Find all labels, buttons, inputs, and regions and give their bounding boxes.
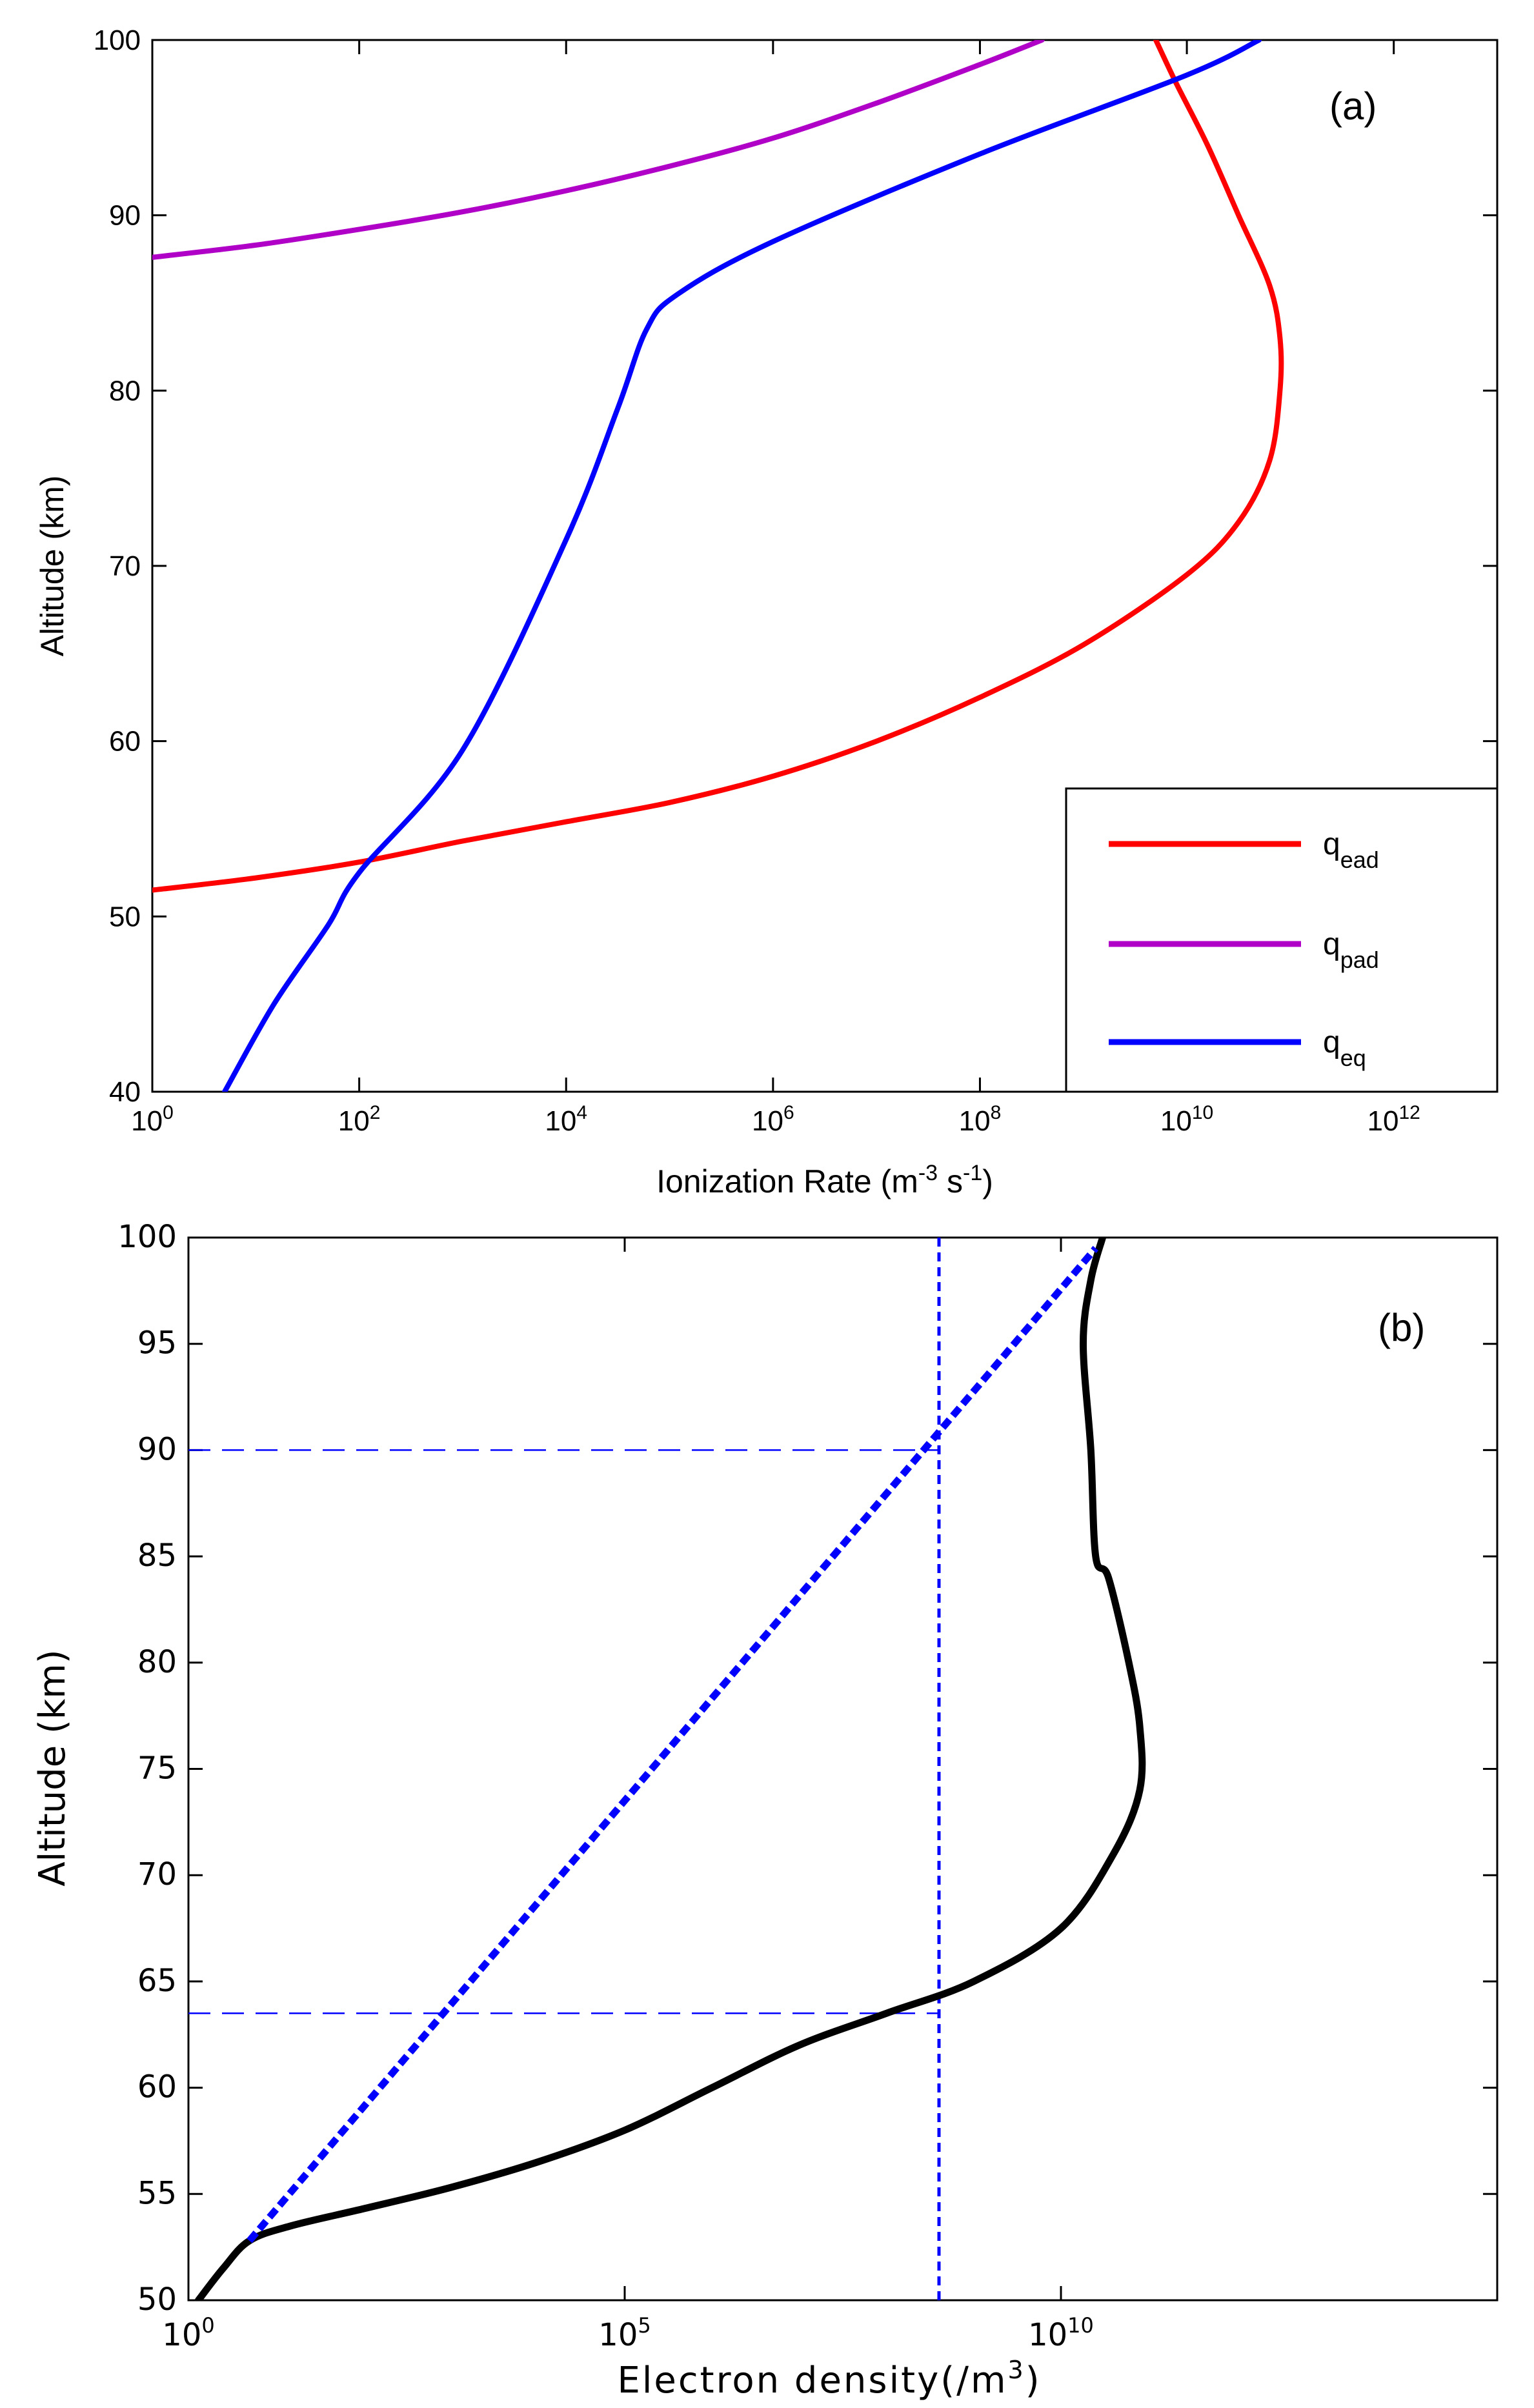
x-tick-label: 1010	[1028, 2313, 1094, 2353]
panel-b-ticks: 100 105 1010 50 55 60 65 70 75 80 85 90 95 100	[117, 1219, 1497, 2353]
x-label-end: )	[982, 1163, 993, 1199]
panel-b-x-axis-label: Electron density(/m3)	[617, 2356, 1041, 2402]
y-tick-label: 60	[137, 2069, 177, 2105]
x-label-exp1: -3	[918, 1161, 938, 1185]
y-tick-label: 65	[137, 1963, 177, 1999]
y-tick-label: 70	[109, 550, 141, 582]
y-tick-label: 100	[117, 1219, 177, 1255]
series-line-electron-density	[194, 1238, 1146, 2300]
y-tick-label: 95	[137, 1325, 177, 1361]
panel-a: 100 102 104 106 108 1010 1012 40 50 60 70 80 90 100 (…	[34, 25, 1499, 1199]
x-label-end: )	[1025, 2360, 1042, 2402]
series-line-q-ead	[152, 40, 1284, 893]
panel-a-ticks: 100 102 104 106 108 1010 1012 40 50 60 70 80 90 100	[94, 25, 1497, 1137]
series-line-q-eq	[222, 40, 1262, 1092]
series-line-q-pad	[152, 40, 1045, 260]
panel-a-x-axis-label: Ionization Rate (m-3 s-1)	[656, 1161, 993, 1199]
y-tick-label: 100	[94, 25, 141, 56]
y-tick-label: 70	[137, 1856, 177, 1892]
x-tick-label: 100	[162, 2313, 214, 2353]
panel-b-y-axis-label: Altitude (km)	[32, 1649, 74, 1886]
y-tick-label: 80	[109, 375, 141, 406]
y-tick-label: 90	[137, 1431, 177, 1467]
x-label-exp2: -1	[963, 1161, 982, 1185]
legend-label-q-pad: qpad	[1323, 927, 1379, 973]
y-tick-label: 75	[137, 1751, 177, 1787]
y-tick-label: 40	[109, 1076, 141, 1108]
legend-box	[1065, 787, 1499, 1093]
y-tick-label: 50	[109, 901, 141, 932]
y-tick-label: 50	[137, 2282, 177, 2318]
x-tick-label: 106	[752, 1102, 794, 1137]
x-tick-label: 105	[598, 2313, 651, 2353]
panel-a-label: (a)	[1329, 85, 1377, 128]
x-tick-label: 1012	[1367, 1102, 1420, 1137]
legend-label-q-eq: qeq	[1323, 1025, 1366, 1071]
y-tick-label: 55	[137, 2175, 177, 2211]
y-tick-label: 90	[109, 200, 141, 232]
x-tick-label: 100	[131, 1102, 174, 1137]
x-label-main: Ionization Rate (m	[656, 1163, 918, 1199]
panel-a-plot-area	[152, 40, 1284, 1092]
panel-b-label: (b)	[1378, 1306, 1425, 1349]
panel-b-plot-area	[188, 1238, 1146, 2300]
x-label-mid: s	[938, 1163, 963, 1199]
panel-b: 100 105 1010 50 55 60 65 70 75 80 85 90 95 100 (b) Al…	[32, 1219, 1499, 2402]
x-label-main: Electron density(/m	[617, 2360, 1007, 2402]
panel-a-y-axis-label: Altitude (km)	[34, 476, 70, 657]
series-line-reference-line	[247, 1245, 1098, 2243]
y-tick-label: 80	[137, 1644, 177, 1680]
legend-label-q-ead: qead	[1323, 827, 1379, 873]
y-tick-label: 85	[137, 1538, 177, 1574]
x-tick-label: 102	[338, 1102, 381, 1137]
y-tick-label: 60	[109, 726, 141, 758]
x-tick-label: 108	[959, 1102, 1002, 1137]
x-label-exp: 3	[1008, 2356, 1025, 2384]
x-tick-label: 1010	[1160, 1102, 1213, 1137]
x-tick-label: 104	[545, 1102, 587, 1137]
panel-a-legend: qead qpad qeq	[1065, 787, 1499, 1093]
